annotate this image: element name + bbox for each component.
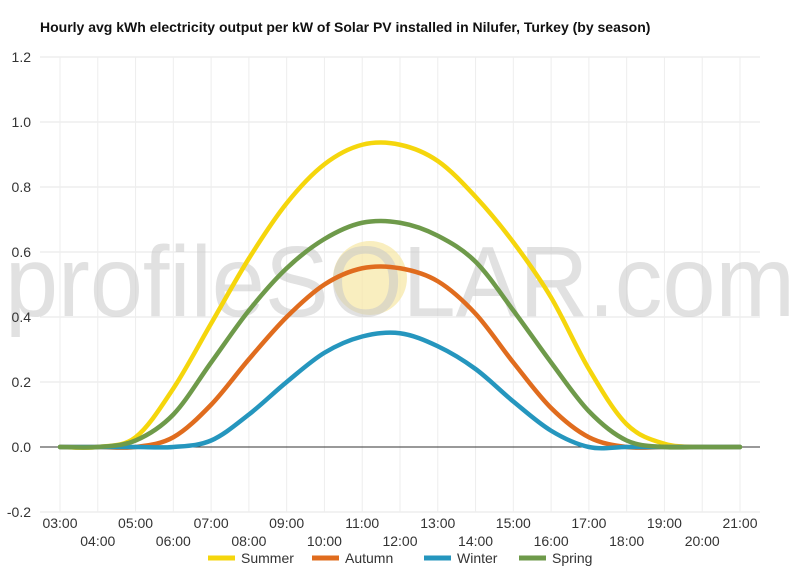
series-line-summer: [57, 140, 743, 450]
x-tick-label: 09:00: [269, 515, 304, 531]
legend-item-autumn[interactable]: Autumn: [312, 550, 393, 566]
y-tick-label: 0.0: [12, 439, 32, 455]
x-tick-label: 10:00: [307, 533, 342, 549]
series-line-winter: [57, 330, 743, 451]
axes: -0.2 0.0 0.2 0.4 0.6 0.8 1.0 1.2 03:0004:0005:00…: [7, 49, 760, 549]
x-tick-label: 14:00: [458, 533, 493, 549]
watermark-sun: [333, 241, 407, 315]
y-tick-label: -0.2: [7, 504, 31, 520]
x-tick-label: 18:00: [609, 533, 644, 549]
y-tick-label: 1.0: [12, 114, 32, 130]
chart-title: Hourly avg kWh electricity output per kW…: [40, 19, 651, 35]
series-layer: [57, 140, 743, 451]
watermark: profileSOLAR.com: [5, 226, 795, 338]
x-tick-label: 19:00: [647, 515, 682, 531]
legend-label-winter: Winter: [457, 550, 498, 566]
y-tick-label: 0.6: [12, 244, 32, 260]
x-tick-label: 12:00: [382, 533, 417, 549]
legend-label-autumn: Autumn: [345, 550, 393, 566]
legend-item-summer[interactable]: Summer: [208, 550, 294, 566]
x-tick-label: 20:00: [685, 533, 720, 549]
x-tick-label: 13:00: [420, 515, 455, 531]
legend[interactable]: Summer Autumn Winter Spring: [208, 550, 592, 566]
y-tick-label: 0.2: [12, 374, 32, 390]
x-tick-label: 17:00: [571, 515, 606, 531]
series-line-spring: [57, 218, 743, 450]
x-tick-label: 04:00: [80, 533, 115, 549]
watermark-text: profileSOLAR.com: [5, 226, 795, 338]
y-tick-label: 0.4: [12, 309, 32, 325]
x-tick-label: 21:00: [722, 515, 757, 531]
legend-label-spring: Spring: [552, 550, 592, 566]
x-tick-label: 08:00: [231, 533, 266, 549]
x-tick-label: 15:00: [496, 515, 531, 531]
y-tick-label: 0.8: [12, 179, 32, 195]
legend-item-winter[interactable]: Winter: [424, 550, 498, 566]
x-tick-label: 05:00: [118, 515, 153, 531]
x-tick-label: 11:00: [345, 515, 379, 531]
legend-label-summer: Summer: [241, 550, 294, 566]
x-tick-label: 07:00: [194, 515, 229, 531]
legend-item-spring[interactable]: Spring: [519, 550, 592, 566]
x-tick-label: 16:00: [534, 533, 569, 549]
x-tick-label: 03:00: [42, 515, 77, 531]
x-tick-label: 06:00: [156, 533, 191, 549]
y-tick-label: 1.2: [12, 49, 32, 65]
